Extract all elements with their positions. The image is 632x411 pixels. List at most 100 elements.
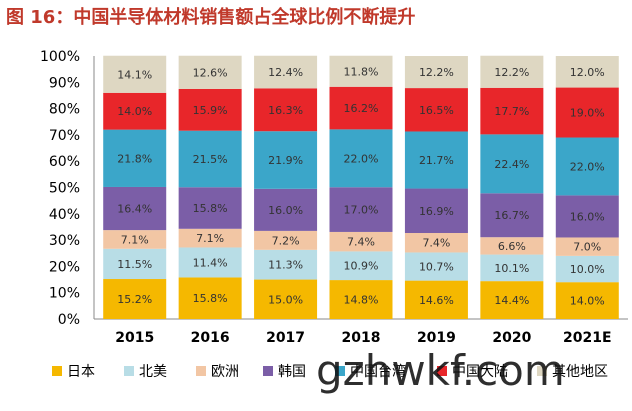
bar-segment-2015-中国台湾	[103, 129, 167, 187]
data-label: 12.6%	[193, 66, 228, 79]
bar-segment-2021E-其他地区	[555, 56, 619, 88]
data-label: 10.9%	[344, 260, 379, 273]
data-label: 22.0%	[344, 152, 379, 165]
data-label: 21.9%	[268, 154, 303, 167]
legend-swatch	[537, 366, 547, 376]
x-tick-label: 2016	[191, 330, 230, 346]
y-tick-label: 20%	[49, 259, 80, 275]
bar-segment-2015-北美	[103, 248, 167, 280]
y-tick-label: 70%	[49, 128, 80, 144]
bar-segment-2018-日本	[329, 280, 393, 319]
chart-title: 图 16：中国半导体材料销售额占全球比例不断提升	[6, 7, 416, 28]
bar-segment-2020-其他地区	[480, 55, 544, 88]
data-label: 11.8%	[344, 65, 379, 78]
bar-segment-2015-中国大陆	[103, 92, 167, 130]
bar-segment-2015-欧洲	[103, 230, 167, 249]
data-label: 15.8%	[193, 292, 228, 305]
data-label: 16.7%	[494, 209, 529, 222]
bar-segment-2017-日本	[254, 279, 318, 319]
bar-segment-2018-中国大陆	[329, 86, 393, 130]
data-label: 12.2%	[494, 66, 529, 79]
data-label: 7.4%	[422, 237, 450, 250]
data-label: 17.0%	[344, 204, 379, 217]
data-label: 14.0%	[117, 105, 152, 118]
data-label: 6.6%	[498, 240, 526, 253]
bar-segment-2017-其他地区	[254, 55, 318, 89]
data-label: 12.2%	[419, 66, 454, 79]
bar-segment-2016-中国大陆	[178, 88, 242, 131]
legend-swatch	[196, 366, 206, 376]
legend-swatch	[52, 366, 62, 376]
bar-segment-2019-日本	[404, 280, 468, 319]
bar-segment-2017-欧洲	[254, 230, 318, 250]
bar-segment-2015-韩国	[103, 186, 167, 231]
x-tick-label: 2015	[115, 330, 154, 346]
data-label: 16.9%	[419, 205, 454, 218]
data-label: 14.1%	[117, 68, 152, 81]
bar-segment-2020-韩国	[480, 193, 544, 238]
bar-segment-2021E-日本	[555, 282, 619, 319]
y-tick-label: 100%	[40, 49, 80, 65]
y-tick-label: 30%	[49, 233, 80, 249]
bar-segment-2019-欧洲	[404, 232, 468, 253]
bar-segment-2019-韩国	[404, 188, 468, 233]
bar-segment-2019-中国台湾	[404, 131, 468, 189]
data-label: 22.4%	[494, 158, 529, 171]
data-label: 16.5%	[419, 104, 454, 117]
bar-segment-2016-韩国	[178, 187, 242, 229]
data-label: 19.0%	[570, 107, 605, 120]
data-label: 17.7%	[494, 105, 529, 118]
data-label: 16.0%	[570, 210, 605, 223]
data-label: 7.0%	[573, 241, 601, 254]
data-label: 12.0%	[570, 66, 605, 79]
bar-segment-2016-中国台湾	[178, 130, 242, 188]
data-label: 11.5%	[117, 258, 152, 271]
data-label: 11.3%	[268, 259, 303, 272]
data-label: 7.2%	[272, 234, 300, 247]
data-label: 21.5%	[193, 153, 228, 166]
bar-segment-2018-其他地区	[329, 55, 393, 87]
legend-label: 中国台湾	[350, 363, 406, 380]
bar-segment-2020-北美	[480, 254, 544, 282]
data-label: 16.0%	[268, 204, 303, 217]
legend-label: 其他地区	[552, 364, 608, 380]
data-label: 21.8%	[117, 152, 152, 165]
legend-swatch	[263, 366, 273, 376]
bar-segment-2020-中国大陆	[480, 87, 544, 135]
bar-segment-2016-日本	[178, 277, 242, 319]
x-tick-label: 2020	[492, 330, 531, 346]
data-label: 16.3%	[268, 104, 303, 117]
data-label: 15.0%	[268, 293, 303, 306]
legend-swatch	[124, 366, 134, 376]
watermark-text: gzhwkf.com	[316, 346, 565, 395]
data-label: 14.4%	[494, 294, 529, 307]
y-tick-label: 40%	[49, 207, 80, 223]
data-label: 14.0%	[570, 295, 605, 308]
bar-segment-2021E-中国大陆	[555, 87, 619, 138]
data-label: 16.2%	[344, 102, 379, 115]
bar-segment-2015-日本	[103, 279, 167, 319]
bar-segment-2021E-北美	[555, 255, 619, 283]
bar-segment-2017-中国大陆	[254, 88, 318, 132]
data-label: 22.0%	[570, 160, 605, 173]
bar-segment-2018-欧洲	[329, 231, 393, 252]
data-label: 7.4%	[347, 236, 375, 249]
bar-segment-2019-其他地区	[404, 56, 468, 89]
x-tick-label: 2019	[417, 330, 456, 346]
y-tick-label: 50%	[49, 181, 80, 197]
data-label: 15.8%	[193, 202, 228, 215]
bar-segment-2018-北美	[329, 251, 393, 281]
y-tick-label: 60%	[49, 154, 80, 170]
data-label: 12.4%	[268, 66, 303, 79]
legend-label: 日本	[67, 364, 95, 380]
data-label: 14.6%	[419, 294, 454, 307]
data-label: 14.8%	[344, 294, 379, 307]
bar-segment-2021E-中国台湾	[555, 137, 619, 196]
y-tick-label: 0%	[58, 312, 80, 328]
data-label: 15.2%	[117, 293, 152, 306]
legend-swatch	[335, 366, 345, 376]
data-label: 10.0%	[570, 263, 605, 276]
legend-swatch	[437, 366, 447, 376]
data-label: 10.1%	[494, 262, 529, 275]
y-tick-label: 80%	[49, 102, 80, 118]
